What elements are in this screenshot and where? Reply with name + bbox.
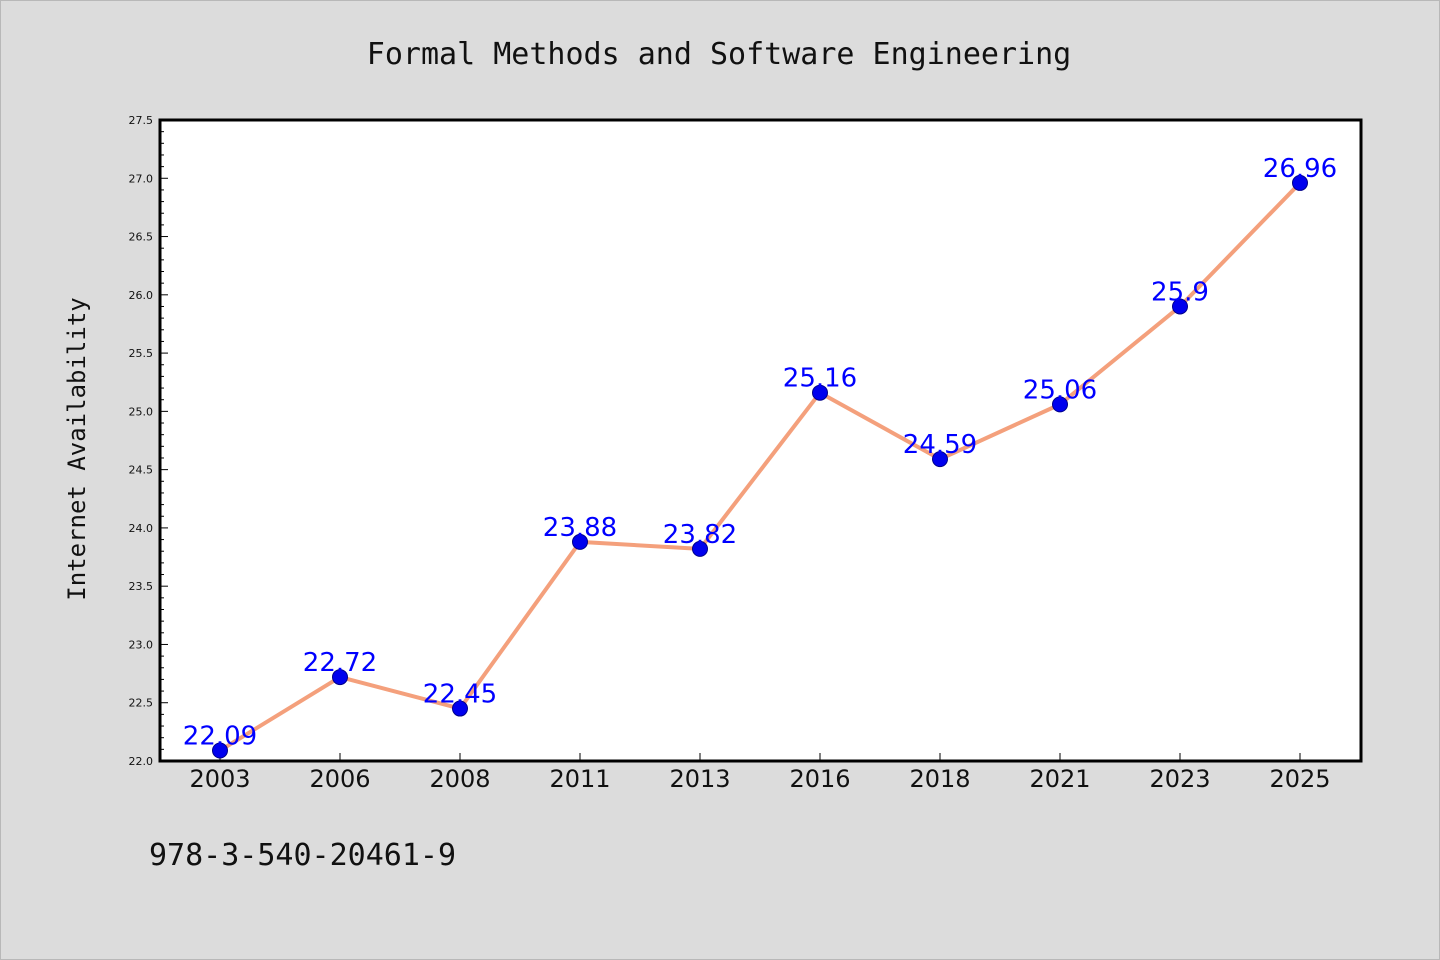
y-tick-label: 22.5 bbox=[129, 697, 154, 710]
y-tick-label: 23.0 bbox=[129, 638, 154, 651]
chart-title: Formal Methods and Software Engineering bbox=[367, 37, 1071, 72]
y-tick-label: 25.0 bbox=[129, 405, 154, 418]
y-axis: 22.0 22.5 23.0 23.5 24.0 24.5 25.0 25.5 26.0 26.5… bbox=[129, 114, 168, 768]
y-tick-label: 26.0 bbox=[129, 289, 154, 302]
data-label: 26.96 bbox=[1263, 154, 1337, 184]
data-point bbox=[1292, 174, 1308, 191]
y-tick-label: 23.5 bbox=[129, 580, 154, 593]
data-point bbox=[692, 540, 708, 557]
y-tick-label: 25.5 bbox=[129, 347, 154, 360]
data-label: 25.06 bbox=[1023, 375, 1097, 405]
data-point bbox=[452, 700, 468, 717]
y-tick-label: 22.0 bbox=[129, 755, 154, 768]
x-tick-label: 2021 bbox=[1029, 765, 1090, 793]
plot-area bbox=[158, 118, 1363, 763]
x-tick-label: 2008 bbox=[429, 765, 490, 793]
y-tick-label: 24.5 bbox=[129, 464, 154, 477]
x-axis: 2003 2006 2008 2011 2013 2016 2018 2021 2023 2025 bbox=[189, 753, 1331, 793]
data-point bbox=[332, 669, 348, 686]
data-point bbox=[212, 742, 228, 759]
data-point bbox=[932, 451, 948, 468]
isbn-annotation: 978-3-540-20461-9 bbox=[149, 838, 456, 873]
y-tick-label: 26.5 bbox=[129, 231, 154, 244]
data-label: 25.16 bbox=[783, 364, 857, 394]
y-tick-label: 24.0 bbox=[129, 522, 154, 535]
x-tick-label: 2003 bbox=[189, 765, 250, 793]
data-label: 23.82 bbox=[663, 520, 737, 550]
data-point bbox=[812, 384, 828, 401]
data-label: 23.88 bbox=[543, 513, 617, 543]
data-label: 22.09 bbox=[183, 722, 257, 752]
data-label: 25.9 bbox=[1151, 277, 1209, 307]
data-point bbox=[1172, 298, 1188, 315]
series-line bbox=[218, 180, 1302, 753]
y-tick-label: 27.5 bbox=[129, 114, 154, 127]
y-axis-label: Internet Availability bbox=[63, 297, 91, 600]
series-group bbox=[212, 174, 1308, 759]
x-tick-label: 2013 bbox=[669, 765, 730, 793]
data-label: 22.45 bbox=[423, 680, 497, 710]
x-tick-label: 2018 bbox=[909, 765, 970, 793]
x-tick-label: 2011 bbox=[549, 765, 610, 793]
x-tick-label: 2006 bbox=[309, 765, 370, 793]
data-point bbox=[1052, 396, 1068, 413]
data-label: 24.59 bbox=[903, 430, 977, 460]
x-tick-label: 2025 bbox=[1269, 765, 1330, 793]
x-tick-label: 2023 bbox=[1149, 765, 1210, 793]
data-labels: 22.09 22.72 22.45 23.88 23.82 25.16 24.59 25.06… bbox=[183, 154, 1337, 752]
data-label: 22.72 bbox=[303, 648, 377, 678]
data-point bbox=[572, 533, 588, 550]
x-tick-label: 2016 bbox=[789, 765, 850, 793]
y-tick-label: 27.0 bbox=[129, 172, 154, 185]
